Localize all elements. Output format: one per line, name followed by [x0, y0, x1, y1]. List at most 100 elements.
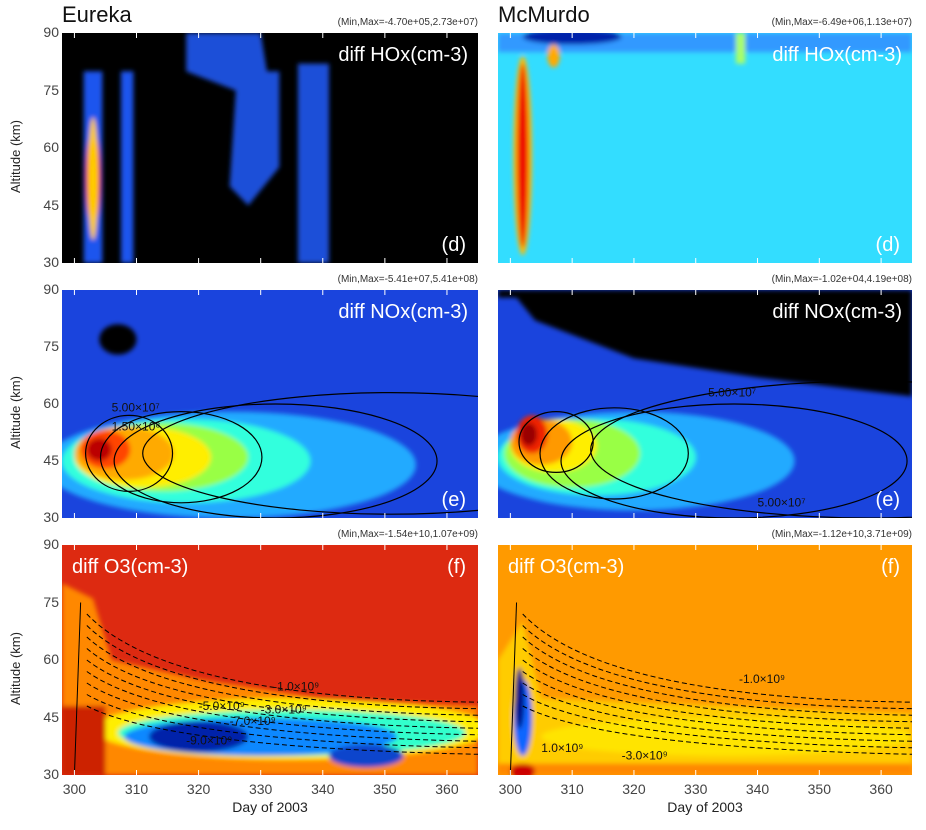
x-tick-label: 320 [622, 781, 646, 797]
quantity-label: diff NOx(cm-3) [338, 301, 468, 323]
panel-letter: (e) [442, 489, 466, 511]
contour-line [522, 694, 912, 749]
quantity-label: diff NOx(cm-3) [772, 301, 902, 323]
contour-label: 1.0×10⁹ [541, 741, 583, 755]
contour-label: -7.0×10⁹ [230, 714, 276, 728]
contour-line [86, 613, 478, 703]
quantity-label: diff O3(cm-3) [72, 556, 188, 578]
contour-label: 1.50×10⁸ [112, 420, 161, 434]
heatmap-panel: diff O3(cm-3) (f) -1.0×10⁹ -5.0×10⁹ -3.0×10⁹… [62, 545, 478, 775]
panel-letter: (f) [447, 556, 466, 578]
field-region [86, 438, 112, 461]
y-tick-label: 90 [43, 536, 59, 552]
panel-letter: (d) [876, 234, 900, 256]
contour-line [539, 407, 689, 500]
quantity-label: diff HOx(cm-3) [772, 44, 902, 66]
y-tick-label: 75 [43, 593, 59, 610]
x-axis-label: Day of 2003 [232, 799, 308, 815]
field-region [541, 717, 912, 756]
x-tick-label: 350 [807, 781, 831, 797]
field-region [547, 44, 560, 68]
x-tick-label: 360 [435, 781, 459, 797]
heatmap-panel: diff O3(cm-3) (f) -1.0×10⁹ -3.0×10⁹ 1.0×10⁹ [498, 545, 912, 775]
field-region [62, 706, 106, 775]
contour-line [590, 380, 912, 518]
contour-line [560, 403, 908, 518]
contour-label: -5.0×10⁹ [199, 699, 245, 713]
panel-letter: (d) [442, 234, 466, 256]
contour-line [522, 636, 912, 716]
contour-line [86, 694, 478, 749]
y-tick-label: 30 [43, 254, 59, 270]
contour-line [509, 602, 518, 775]
x-tick-label: 350 [373, 781, 397, 797]
contour-line [86, 682, 478, 742]
contour-label: -9.0×10⁹ [186, 733, 232, 747]
contour-line [522, 613, 912, 703]
field-region [148, 721, 249, 752]
field-region [510, 763, 536, 775]
y-axis-label: Altitude (km) [8, 376, 23, 449]
contour-label: -1.0×10⁹ [273, 680, 319, 694]
contour-line [86, 705, 478, 755]
contour-line [522, 705, 912, 755]
y-tick-label: 90 [43, 281, 59, 297]
field-region [522, 33, 622, 45]
quantity-label: diff HOx(cm-3) [338, 44, 468, 66]
minmax-label: (Min,Max=-1.12e+10,3.71e+09) [771, 529, 912, 540]
minmax-label: (Min,Max=-5.41e+07,5.41e+08) [337, 274, 478, 285]
contour-line [522, 659, 912, 729]
x-axis-label: Day of 2003 [667, 799, 743, 815]
contour-line [86, 625, 478, 710]
minmax-label: (Min,Max=-4.70e+05,2.73e+07) [337, 17, 478, 28]
field-region [517, 63, 529, 248]
y-tick-label: 90 [43, 24, 59, 40]
field-region [88, 117, 99, 240]
quantity-label: diff O3(cm-3) [508, 556, 624, 578]
heatmap-panel: diff HOx(cm-3) (d) [62, 33, 478, 263]
station-title: Eureka [62, 2, 132, 27]
y-tick-label: 45 [43, 196, 59, 213]
contour-line [86, 659, 478, 729]
contour-line [142, 392, 478, 515]
station-title: McMurdo [498, 2, 590, 27]
contour-line [522, 682, 912, 742]
x-tick-label: 310 [560, 781, 584, 797]
panel-background [498, 33, 912, 263]
contour-label: -3.0×10⁹ [622, 749, 668, 763]
contour-line [99, 410, 263, 504]
x-tick-label: 300 [498, 781, 523, 797]
field-region [735, 33, 746, 64]
contour-line [73, 602, 82, 775]
y-tick-label: 45 [43, 708, 59, 725]
x-tick-label: 340 [311, 781, 335, 797]
x-tick-label: 330 [684, 781, 708, 797]
contour-line [518, 410, 594, 473]
y-tick-label: 30 [43, 766, 59, 782]
field-region [120, 71, 134, 263]
field-region [514, 667, 525, 729]
minmax-label: (Min,Max=-1.02e+04,4.19e+08) [771, 274, 912, 285]
minmax-label: (Min,Max=-1.54e+10,1.07e+09) [337, 529, 478, 540]
contour-line [522, 671, 912, 736]
x-tick-label: 310 [124, 781, 149, 797]
contour-label: 5.00×10⁷ [112, 401, 160, 415]
y-tick-label: 60 [43, 139, 59, 155]
field-region [297, 63, 329, 263]
y-tick-label: 75 [43, 81, 59, 98]
panel-letter: (e) [876, 489, 900, 511]
contour-label: 5.00×10⁷ [758, 496, 806, 510]
field-region [520, 423, 537, 446]
y-tick-label: 30 [43, 509, 59, 525]
minmax-label: (Min,Max=-6.49e+06,1.13e+07) [771, 17, 912, 28]
field-region [498, 763, 912, 775]
contour-line [86, 636, 478, 716]
panel-letter: (f) [881, 556, 900, 578]
x-tick-label: 340 [745, 781, 770, 797]
field-region [328, 744, 404, 768]
x-tick-label: 300 [62, 781, 87, 797]
x-tick-label: 360 [869, 781, 893, 797]
heatmap-panel: diff HOx(cm-3) (d) [498, 33, 912, 263]
contour-line [86, 671, 478, 736]
x-tick-label: 320 [186, 781, 211, 797]
